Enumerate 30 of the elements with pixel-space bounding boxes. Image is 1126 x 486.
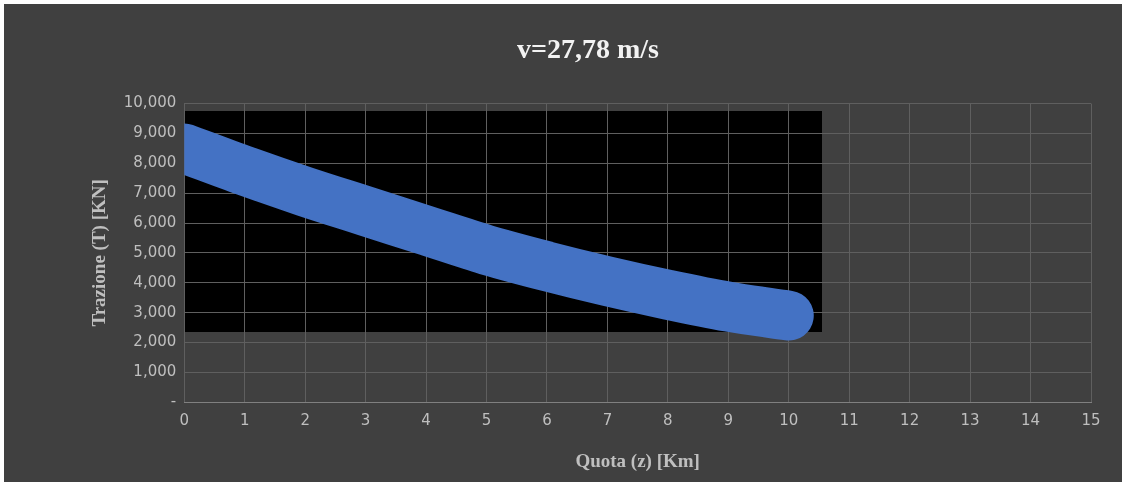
y-axis-title: Trazione (T) [KN] — [88, 179, 111, 327]
x-tick-label: 3 — [360, 411, 371, 430]
x-axis-title: Quota (z) [Km] — [575, 449, 700, 472]
x-tick-label: 8 — [663, 411, 673, 430]
x-tick-label: 1 — [239, 411, 250, 430]
x-tick-label: 12 — [900, 411, 920, 430]
y-tick-label: 5,000 — [133, 242, 177, 261]
x-tick-label: 11 — [839, 411, 859, 430]
y-tick-label: 6,000 — [133, 212, 177, 231]
y-tick-label: 1,000 — [133, 362, 177, 381]
x-tick-label: 9 — [723, 411, 734, 430]
x-tick-label: 7 — [602, 411, 613, 430]
y-tick-label: 9,000 — [133, 123, 177, 142]
x-tick-label: 0 — [179, 411, 190, 430]
x-tick-label: 6 — [542, 411, 552, 430]
chart-title: v=27,78 m/s — [517, 33, 660, 65]
x-tick-label: 4 — [421, 411, 431, 430]
x-tick-label: 14 — [1021, 411, 1041, 430]
y-tick-label: 10,000 — [123, 93, 177, 112]
x-tick-label: 2 — [300, 411, 310, 430]
x-tick-label: 13 — [960, 411, 980, 430]
x-tick-label: 10 — [779, 411, 799, 430]
y-tick-label: 8,000 — [133, 153, 177, 172]
y-tick-label: 2,000 — [133, 332, 177, 351]
y-tick-label: 7,000 — [133, 183, 177, 202]
y-tick-label: 4,000 — [133, 272, 177, 291]
x-tick-label: 15 — [1081, 411, 1101, 430]
y-tick-label: 3,000 — [133, 302, 177, 321]
x-tick-label: 5 — [481, 411, 492, 430]
y-tick-label: - — [170, 392, 177, 411]
